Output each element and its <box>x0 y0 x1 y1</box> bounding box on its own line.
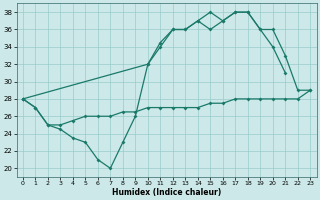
X-axis label: Humidex (Indice chaleur): Humidex (Indice chaleur) <box>112 188 221 197</box>
